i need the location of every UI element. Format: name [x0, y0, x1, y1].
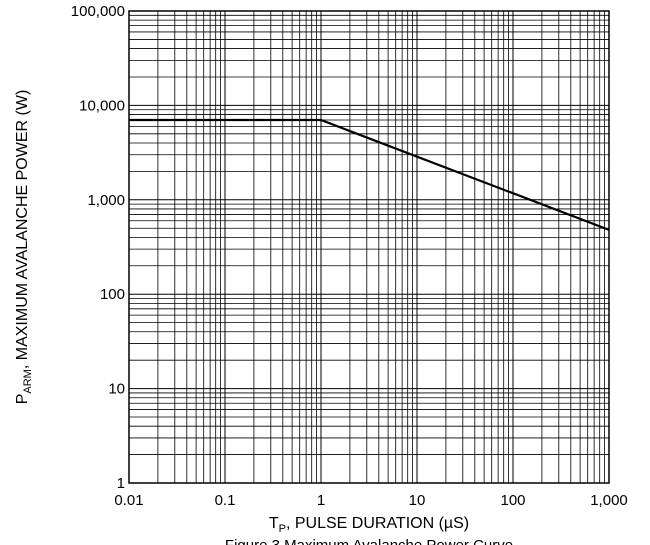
plot-frame: [129, 11, 609, 483]
y-tick-label: 100: [100, 286, 125, 303]
x-tick-label: 0.01: [114, 492, 143, 509]
x-tick-label: 100: [500, 492, 525, 509]
y-tick-label: 1: [117, 475, 125, 492]
y-tick-label: 1,000: [87, 192, 125, 209]
x-tick-labels: 0.01 0.1 1 10 100 1,000: [114, 492, 627, 509]
grid: [129, 11, 609, 483]
figure-caption: Figure 3 Maximum Avalanche Power Curve: [225, 537, 513, 545]
x-tick-label: 10: [409, 492, 426, 509]
x-tick-label: 1: [317, 492, 325, 509]
series-line-0: [129, 120, 609, 230]
x-axis-label: TP, PULSE DURATION (µS): [269, 515, 469, 535]
y-tick-label: 10: [108, 381, 125, 398]
y-tick-label: 100,000: [71, 3, 125, 20]
y-tick-label: 10,000: [79, 97, 125, 114]
series: [129, 120, 609, 230]
y-tick-labels: 1 10 100 1,000 10,000 100,000: [71, 3, 125, 492]
y-axis-label: PARM, MAXIMUM AVALANCHE POWER (W): [14, 90, 34, 405]
x-tick-label: 1,000: [590, 492, 628, 509]
x-tick-label: 0.1: [215, 492, 236, 509]
